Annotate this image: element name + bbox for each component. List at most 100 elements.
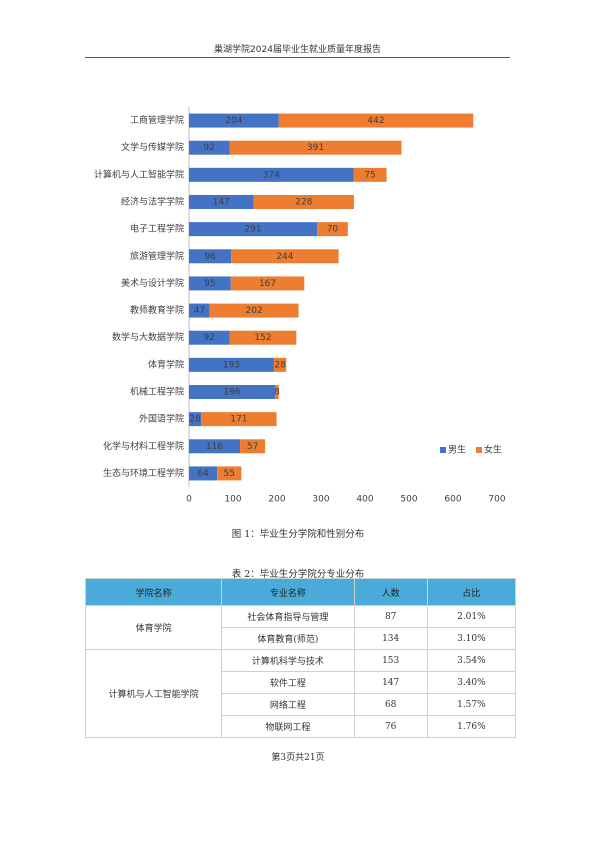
table-cell: 社会体育指导与管理 [221,605,355,628]
data-label: 244 [276,252,293,262]
table-cell: 153 [353,649,428,672]
table-row: 计算机与人工智能学院 计算机科学与技术 153 3.54% [84,649,517,738]
x-tick-label: 200 [268,495,285,505]
table-cell: 68 [353,693,428,716]
bar [253,195,354,209]
data-label: 28 [189,415,201,425]
bar [189,385,276,399]
y-tick-label: 旅游管理学院 [130,250,184,262]
table-cell: 2.01% [426,605,517,628]
data-label: 96 [204,252,216,262]
header-cell: 学院名称 [84,578,223,606]
bar [317,222,348,237]
header-cell: 人数 [353,578,428,606]
figure-caption: 图 1：毕业生分学院和性别分布 [231,529,365,540]
bar [189,466,218,481]
y-tick-label: 生态与环境工程学院 [103,467,184,479]
bar [201,412,277,427]
y-tick-label: 体育学院 [148,358,184,370]
table-cell: 体育教育(师范) [221,627,355,650]
bar [278,113,474,128]
bar [209,303,299,318]
y-tick-label: 电子工程学院 [130,223,184,235]
table-cell: 76 [353,715,428,738]
data-label: 92 [204,333,215,343]
x-tick-label: 300 [312,495,329,505]
x-tick-label: 700 [488,495,505,505]
table-row: 软件工程 147 3.40% [86,671,517,694]
data-label: 204 [225,116,242,126]
page-header: 巢湖学院2024届毕业生就业质量年度报告 [214,45,381,55]
table: 学院名称 专业名称 人数 占比 体育学院 社会体育指导与管理 87 2.01% 体育教育(师范)… [84,578,517,738]
data-label: 116 [206,442,223,452]
table-cell: 87 [353,605,428,628]
bar [273,357,287,372]
bar [189,276,231,291]
bar [229,330,297,345]
legend-label: 女生 [484,444,502,456]
table-cell: 物联网工程 [221,715,355,738]
data-label: 55 [224,469,235,479]
y-tick-label: 经济与法学学院 [121,196,184,208]
table-row: 体育学院 社会体育指导与管理 87 2.01% [84,605,517,650]
bar [189,303,210,318]
bar [229,140,402,155]
y-tick-label: 工商管理学院 [130,114,184,126]
bar [189,167,354,182]
college-cell: 计算机与人工智能学院 [84,649,223,738]
data-label: 28 [274,360,286,370]
header-row: 学院名称 专业名称 人数 占比 [84,578,517,606]
bar [189,140,230,155]
data-label: 47 [194,306,205,316]
x-tick-label: 600 [444,495,461,505]
table-cell: 3.40% [426,671,517,694]
table-cell: 3.10% [426,627,517,650]
bar [231,249,339,264]
data-label: 147 [213,198,230,208]
data-label: 228 [295,198,312,208]
legend-swatch [440,447,446,453]
data-label: 75 [364,170,375,180]
bar [240,439,266,454]
bar [230,276,305,291]
y-tick-label: 美术与设计学院 [121,277,184,289]
bar [275,385,279,399]
bar [189,113,279,128]
header-rule [85,57,510,58]
data-label: 152 [254,333,271,343]
table-cell: 134 [353,627,428,650]
y-tick-label: 教师教育学院 [130,304,184,316]
legend-label: 男生 [448,444,466,456]
table-row: 物联网工程 76 1.76% [86,715,517,738]
bar [189,222,318,237]
bar [189,412,202,427]
data-label: 193 [223,360,240,370]
data-label: 8 [274,388,280,398]
chart: 0 100 200 300 400 500 600 700 工商管理学院 204 442 文学与传媒学… [94,107,506,505]
data-label: 92 [204,143,215,153]
data-label: 202 [246,306,263,316]
table-cell: 计算机科学与技术 [221,649,355,672]
y-tick-label: 化学与材料工程学院 [103,440,184,452]
data-label: 374 [263,170,280,180]
college-cell: 体育学院 [84,605,223,650]
x-tick-label: 100 [224,495,241,505]
table-cell: 1.57% [426,693,517,716]
table-cell: 软件工程 [221,671,355,694]
data-label: 70 [327,225,339,235]
y-tick-label: 外国语学院 [139,413,184,425]
bar [189,249,232,264]
x-tick-label: 0 [186,495,192,505]
table-caption: 表 2：毕业生分学院分专业分布 [231,569,365,580]
y-tick-label: 文学与传媒学院 [121,141,184,153]
data-label: 196 [224,388,241,398]
data-label: 57 [247,442,258,452]
data-label: 291 [244,225,261,235]
table-cell: 1.76% [426,715,517,738]
data-label: 442 [367,116,384,126]
bar [189,195,254,209]
data-label: 167 [259,279,276,289]
y-tick-label: 计算机与人工智能学院 [94,168,184,180]
x-tick-label: 400 [356,495,373,505]
